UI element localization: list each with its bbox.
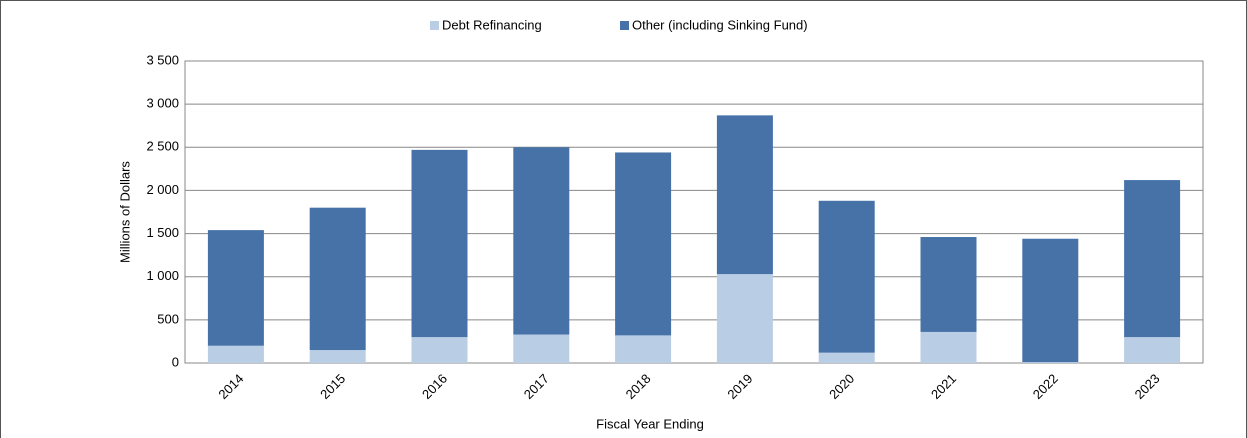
bar-segment bbox=[1124, 337, 1181, 363]
bar-segment bbox=[716, 115, 773, 275]
bar-segment bbox=[309, 350, 366, 363]
bar-segment bbox=[615, 335, 672, 363]
bar-segment bbox=[513, 334, 570, 363]
bar-segment bbox=[1022, 362, 1079, 363]
plot-border bbox=[184, 60, 1204, 364]
legend-label: Other (including Sinking Fund) bbox=[632, 17, 808, 32]
y-tick-label: 500 bbox=[157, 311, 179, 326]
bar-segment bbox=[207, 230, 264, 346]
bar-segment bbox=[1022, 238, 1079, 363]
bar-segment bbox=[1124, 180, 1181, 338]
y-tick-label: 1 500 bbox=[146, 225, 179, 240]
bar-segment bbox=[716, 274, 773, 363]
y-tick-label: 2 500 bbox=[146, 139, 179, 154]
bar-segment bbox=[207, 345, 264, 363]
bar-segment bbox=[818, 352, 875, 363]
bar-segment bbox=[615, 152, 672, 336]
bar-segment bbox=[309, 207, 366, 351]
bar-segment bbox=[411, 337, 468, 363]
bar-segment bbox=[513, 147, 570, 335]
bar-segment bbox=[818, 200, 875, 353]
bar-segment bbox=[411, 149, 468, 338]
bar-segment bbox=[920, 331, 977, 363]
y-tick-label: 3 000 bbox=[146, 96, 179, 111]
legend-swatch bbox=[620, 21, 629, 30]
legend-label: Debt Refinancing bbox=[442, 17, 542, 32]
y-tick-label: 1 000 bbox=[146, 268, 179, 283]
legend-swatch bbox=[430, 21, 439, 30]
y-axis-title: Millions of Dollars bbox=[117, 161, 132, 263]
y-tick-label: 0 bbox=[172, 354, 179, 369]
x-axis-title: Fiscal Year Ending bbox=[596, 416, 704, 431]
bar-segment bbox=[920, 237, 977, 332]
y-tick-label: 3 500 bbox=[146, 52, 179, 67]
y-tick-label: 2 000 bbox=[146, 182, 179, 197]
